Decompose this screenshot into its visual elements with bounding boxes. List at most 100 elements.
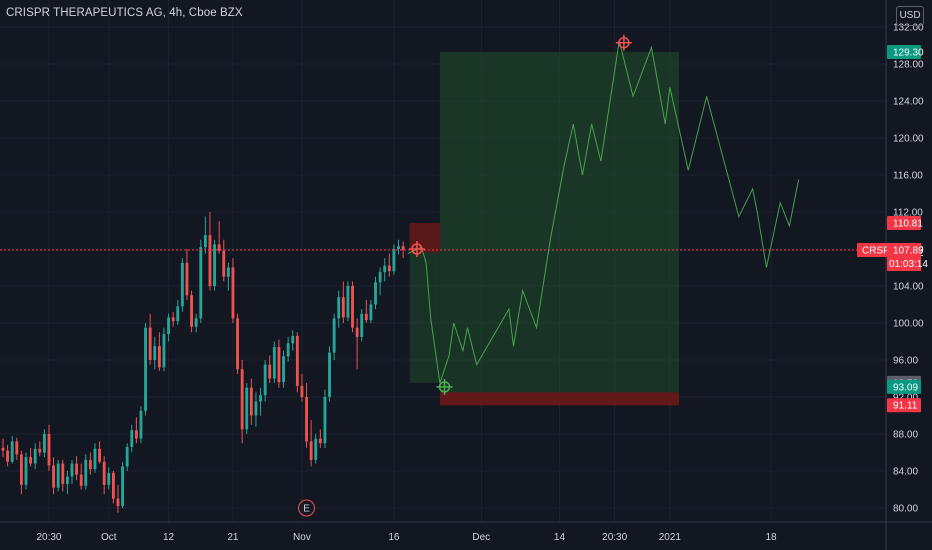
candle-body xyxy=(277,347,281,383)
candlestick-series xyxy=(1,212,405,513)
x-tick-label: Oct xyxy=(101,532,117,543)
candle-body xyxy=(29,457,33,464)
candle-body xyxy=(236,318,239,370)
candle-body xyxy=(107,472,111,485)
candle-body xyxy=(259,395,262,402)
candle-body xyxy=(38,448,42,453)
candle-body xyxy=(199,247,203,319)
candle-body xyxy=(194,318,198,327)
target-price-badge-bg xyxy=(887,44,921,59)
candle-body xyxy=(88,459,92,470)
candle-body xyxy=(268,364,272,379)
x-tick-label: 14 xyxy=(554,532,566,543)
lower-price-badge: 93.09 xyxy=(893,382,918,393)
lower-price-badge-bg xyxy=(887,379,921,394)
x-tick-label: 20:30 xyxy=(36,532,61,543)
y-tick-label: 132.00 xyxy=(893,23,924,34)
candle-body xyxy=(1,447,5,451)
candle-body xyxy=(79,474,83,486)
candle-body xyxy=(10,441,14,462)
candle-body xyxy=(139,410,143,439)
candle-body xyxy=(167,317,170,335)
candle-body xyxy=(254,401,258,416)
candle-body xyxy=(300,385,304,397)
candle-body xyxy=(328,352,331,397)
stop-price-badge: 91.11 xyxy=(893,401,918,412)
candle-body xyxy=(208,235,212,286)
prior-profit-zone xyxy=(409,252,440,383)
candle-body xyxy=(374,282,377,305)
price-badges: 129.30110.81107.6293.5393.0991.11CRSP107… xyxy=(857,44,928,413)
candle-body xyxy=(33,448,37,464)
candle-body xyxy=(116,498,120,507)
candle-body xyxy=(157,346,161,368)
x-tick-label: 12 xyxy=(163,532,175,543)
candle-body xyxy=(401,246,405,250)
candle-body xyxy=(226,267,230,277)
symbol-badge: CRSP xyxy=(862,246,890,257)
candle-body xyxy=(176,306,180,322)
candle-body xyxy=(121,466,124,507)
candle-body xyxy=(309,441,313,460)
profit-zone xyxy=(439,51,680,253)
x-tick-label: Nov xyxy=(293,532,311,543)
candle-body xyxy=(364,313,368,321)
candle-body xyxy=(295,335,299,386)
candle-body xyxy=(125,446,129,467)
countdown-label: 01:03:14 xyxy=(889,259,928,270)
profit-zone-lower xyxy=(439,252,680,393)
candle-body xyxy=(392,249,396,272)
y-tick-label: 84.00 xyxy=(893,467,918,478)
candle-body xyxy=(190,295,193,327)
y-tick-label: 104.00 xyxy=(893,282,924,293)
candle-body xyxy=(52,465,56,488)
candle-body xyxy=(102,461,106,485)
y-tick-label: 128.00 xyxy=(893,60,924,71)
target-price-badge: 129.30 xyxy=(893,47,924,58)
candle-body xyxy=(111,472,115,499)
currency-button[interactable]: USD xyxy=(896,6,924,26)
candle-body xyxy=(217,244,221,251)
candle-body xyxy=(47,434,51,466)
candle-body xyxy=(15,441,19,455)
candle-body xyxy=(148,327,152,360)
stop-loss-zone xyxy=(439,392,680,406)
candle-body xyxy=(65,476,69,484)
candle-body xyxy=(383,265,387,273)
candle-body xyxy=(222,250,226,277)
earnings-event-label: E xyxy=(303,504,310,515)
candle-body xyxy=(249,387,253,416)
last-price-label: 107.89 xyxy=(893,246,924,257)
y-tick-label: 124.00 xyxy=(893,97,924,108)
candle-body xyxy=(355,327,359,337)
earnings-event-icon xyxy=(298,499,316,517)
candle-body xyxy=(93,448,97,470)
candle-body xyxy=(61,463,65,484)
candle-body xyxy=(323,397,327,444)
x-tick-label: 21 xyxy=(227,532,239,543)
prior-loss-zone xyxy=(409,223,440,253)
y-tick-label: 96.00 xyxy=(893,356,918,367)
symbol-badge-bg xyxy=(857,243,887,258)
candle-body xyxy=(231,267,235,319)
candle-body xyxy=(282,356,285,383)
candle-body xyxy=(337,297,341,319)
candle-body xyxy=(180,262,184,307)
stop-price-badge-bg xyxy=(887,398,921,413)
candle-body xyxy=(387,265,391,272)
y-tick-label: 116.00 xyxy=(893,171,923,182)
candle-body xyxy=(314,438,318,460)
candle-body xyxy=(240,369,244,430)
candle-body xyxy=(360,313,364,337)
last-price-badge-bg xyxy=(887,243,921,272)
candle-body xyxy=(245,387,249,430)
candle-body xyxy=(6,450,10,462)
candle-body xyxy=(263,364,267,396)
position-zones xyxy=(409,51,680,406)
y-tick-label: 80.00 xyxy=(893,504,918,515)
candle-body xyxy=(185,262,189,296)
x-tick-label: 2021 xyxy=(659,532,682,543)
candle-body xyxy=(56,463,60,488)
